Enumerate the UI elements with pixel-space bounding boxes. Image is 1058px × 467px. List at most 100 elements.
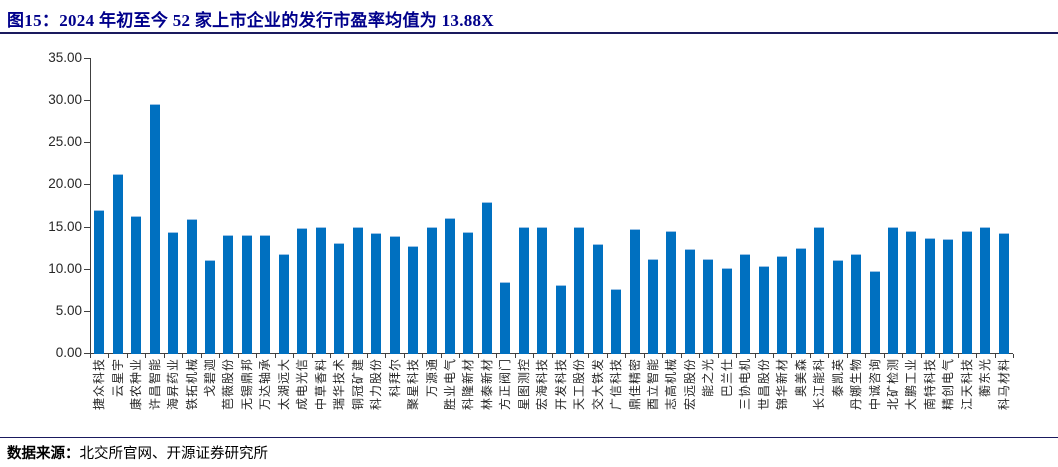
x-axis-category-label: 康农种业 bbox=[129, 358, 144, 411]
x-axis-category-label: 林泰新材 bbox=[479, 358, 494, 411]
x-axis-category-label: 丹娜生物 bbox=[849, 358, 864, 411]
bar bbox=[426, 227, 437, 354]
x-axis-tick bbox=[274, 354, 276, 358]
x-axis-category-label: 交大铁发 bbox=[590, 358, 605, 411]
x-axis-category-label: 巴兰仕 bbox=[719, 358, 734, 398]
bar bbox=[389, 235, 400, 354]
x-axis-tick bbox=[311, 354, 313, 358]
x-axis-tick bbox=[736, 354, 738, 358]
x-axis-category-label: 精创电气 bbox=[941, 358, 956, 411]
x-axis-category-label: 宏远股份 bbox=[682, 358, 697, 411]
bar bbox=[869, 271, 880, 354]
bar bbox=[998, 233, 1009, 354]
figure-title: 图15：2024 年初至今 52 家上市企业的发行市盈率均值为 13.88X bbox=[7, 11, 494, 30]
bar bbox=[648, 258, 659, 354]
bar bbox=[961, 230, 972, 354]
y-axis-line bbox=[90, 58, 91, 354]
footer-divider bbox=[0, 437, 1058, 438]
x-axis-tick bbox=[791, 354, 793, 358]
bar bbox=[795, 247, 806, 354]
bar bbox=[500, 282, 511, 354]
x-axis-category-label: 科拜尔 bbox=[387, 358, 402, 398]
x-axis-tick bbox=[163, 354, 165, 358]
x-axis-tick bbox=[145, 354, 147, 358]
x-axis-category-label: 宏海科技 bbox=[535, 358, 550, 411]
y-axis-tick bbox=[84, 58, 90, 59]
bar bbox=[740, 253, 751, 354]
x-axis-tick bbox=[256, 354, 258, 358]
x-axis-category-label: 铁拓机械 bbox=[184, 358, 199, 411]
x-axis-tick bbox=[459, 354, 461, 358]
x-axis-tick bbox=[902, 354, 904, 358]
x-axis-category-label: 铜冠矿建 bbox=[350, 358, 365, 411]
data-source-label: 数据来源： bbox=[7, 446, 80, 462]
bar bbox=[315, 227, 326, 354]
x-axis-tick bbox=[680, 354, 682, 358]
x-axis-tick bbox=[717, 354, 719, 358]
x-axis-category-label: 南特科技 bbox=[922, 358, 937, 411]
x-axis-tick bbox=[569, 354, 571, 358]
x-axis-tick bbox=[828, 354, 830, 358]
bar bbox=[408, 245, 419, 354]
x-axis-category-label: 太湖远大 bbox=[276, 358, 291, 411]
y-axis-tick bbox=[84, 310, 90, 312]
x-axis-tick bbox=[643, 354, 645, 358]
x-axis-tick bbox=[496, 354, 498, 358]
x-axis-tick bbox=[1013, 354, 1014, 358]
bar bbox=[924, 238, 935, 354]
x-axis-category-label: 聚星科技 bbox=[406, 358, 421, 411]
x-axis-category-label: 无锡鼎邦 bbox=[239, 358, 254, 411]
x-axis-category-label: 许昌智能 bbox=[147, 358, 162, 411]
x-axis-category-label: 酉立智能 bbox=[646, 358, 661, 411]
y-axis-tick bbox=[84, 226, 90, 228]
x-axis-tick bbox=[883, 354, 885, 358]
x-axis-tick bbox=[754, 354, 756, 358]
bar bbox=[131, 215, 142, 354]
x-axis-tick bbox=[293, 354, 295, 358]
bar bbox=[943, 239, 954, 354]
x-axis-category-label: 星图测控 bbox=[516, 358, 531, 411]
x-axis-tick bbox=[329, 354, 331, 358]
y-axis-tick-label: 35.00 bbox=[48, 50, 82, 65]
x-axis-category-label: 科马材料 bbox=[996, 358, 1011, 411]
x-axis-category-label: 鼎佳精密 bbox=[627, 358, 642, 411]
bar bbox=[537, 227, 548, 354]
bar bbox=[186, 218, 197, 354]
x-axis-tick bbox=[533, 354, 535, 358]
x-axis-category-label: 捷众科技 bbox=[92, 358, 107, 411]
x-axis-category-label: 广信科技 bbox=[609, 358, 624, 411]
bar bbox=[684, 249, 695, 354]
bar bbox=[481, 202, 492, 354]
x-axis-category-label: 泰凯英 bbox=[830, 358, 845, 398]
bar bbox=[352, 227, 363, 354]
x-axis-category-label: 科隆新材 bbox=[461, 358, 476, 411]
bar bbox=[94, 209, 105, 354]
bar bbox=[204, 260, 215, 354]
x-axis-category-label: 大鹏工业 bbox=[904, 358, 919, 411]
x-axis-category-label: 能之光 bbox=[701, 358, 716, 398]
bar bbox=[703, 258, 714, 354]
x-axis-category-label: 芭薇股份 bbox=[221, 358, 236, 411]
x-axis-line bbox=[90, 353, 1013, 354]
x-axis-category-label: 奥美森 bbox=[793, 358, 808, 398]
x-axis-category-label: 世昌股份 bbox=[756, 358, 771, 411]
x-axis-category-label: 长江能科 bbox=[812, 358, 827, 411]
x-axis-tick bbox=[200, 354, 202, 358]
x-axis-tick bbox=[865, 354, 867, 358]
x-axis-category-label: 开发科技 bbox=[553, 358, 568, 411]
bar bbox=[149, 103, 160, 354]
y-axis-tick-label: 5.00 bbox=[55, 302, 82, 318]
bar bbox=[629, 229, 640, 354]
x-axis-category-label: 志高机械 bbox=[664, 358, 679, 411]
y-axis-tick-label: 30.00 bbox=[48, 92, 82, 108]
x-axis-tick bbox=[237, 354, 239, 358]
bar bbox=[371, 233, 382, 354]
x-axis-category-label: 万达轴承 bbox=[258, 358, 273, 411]
y-axis-tick bbox=[84, 100, 90, 102]
y-axis-tick-label: 15.00 bbox=[48, 218, 82, 234]
x-axis-category-label: 方正阀门 bbox=[498, 358, 513, 411]
x-axis-tick bbox=[625, 354, 627, 358]
bar bbox=[574, 226, 585, 354]
y-axis-tick bbox=[84, 184, 90, 186]
